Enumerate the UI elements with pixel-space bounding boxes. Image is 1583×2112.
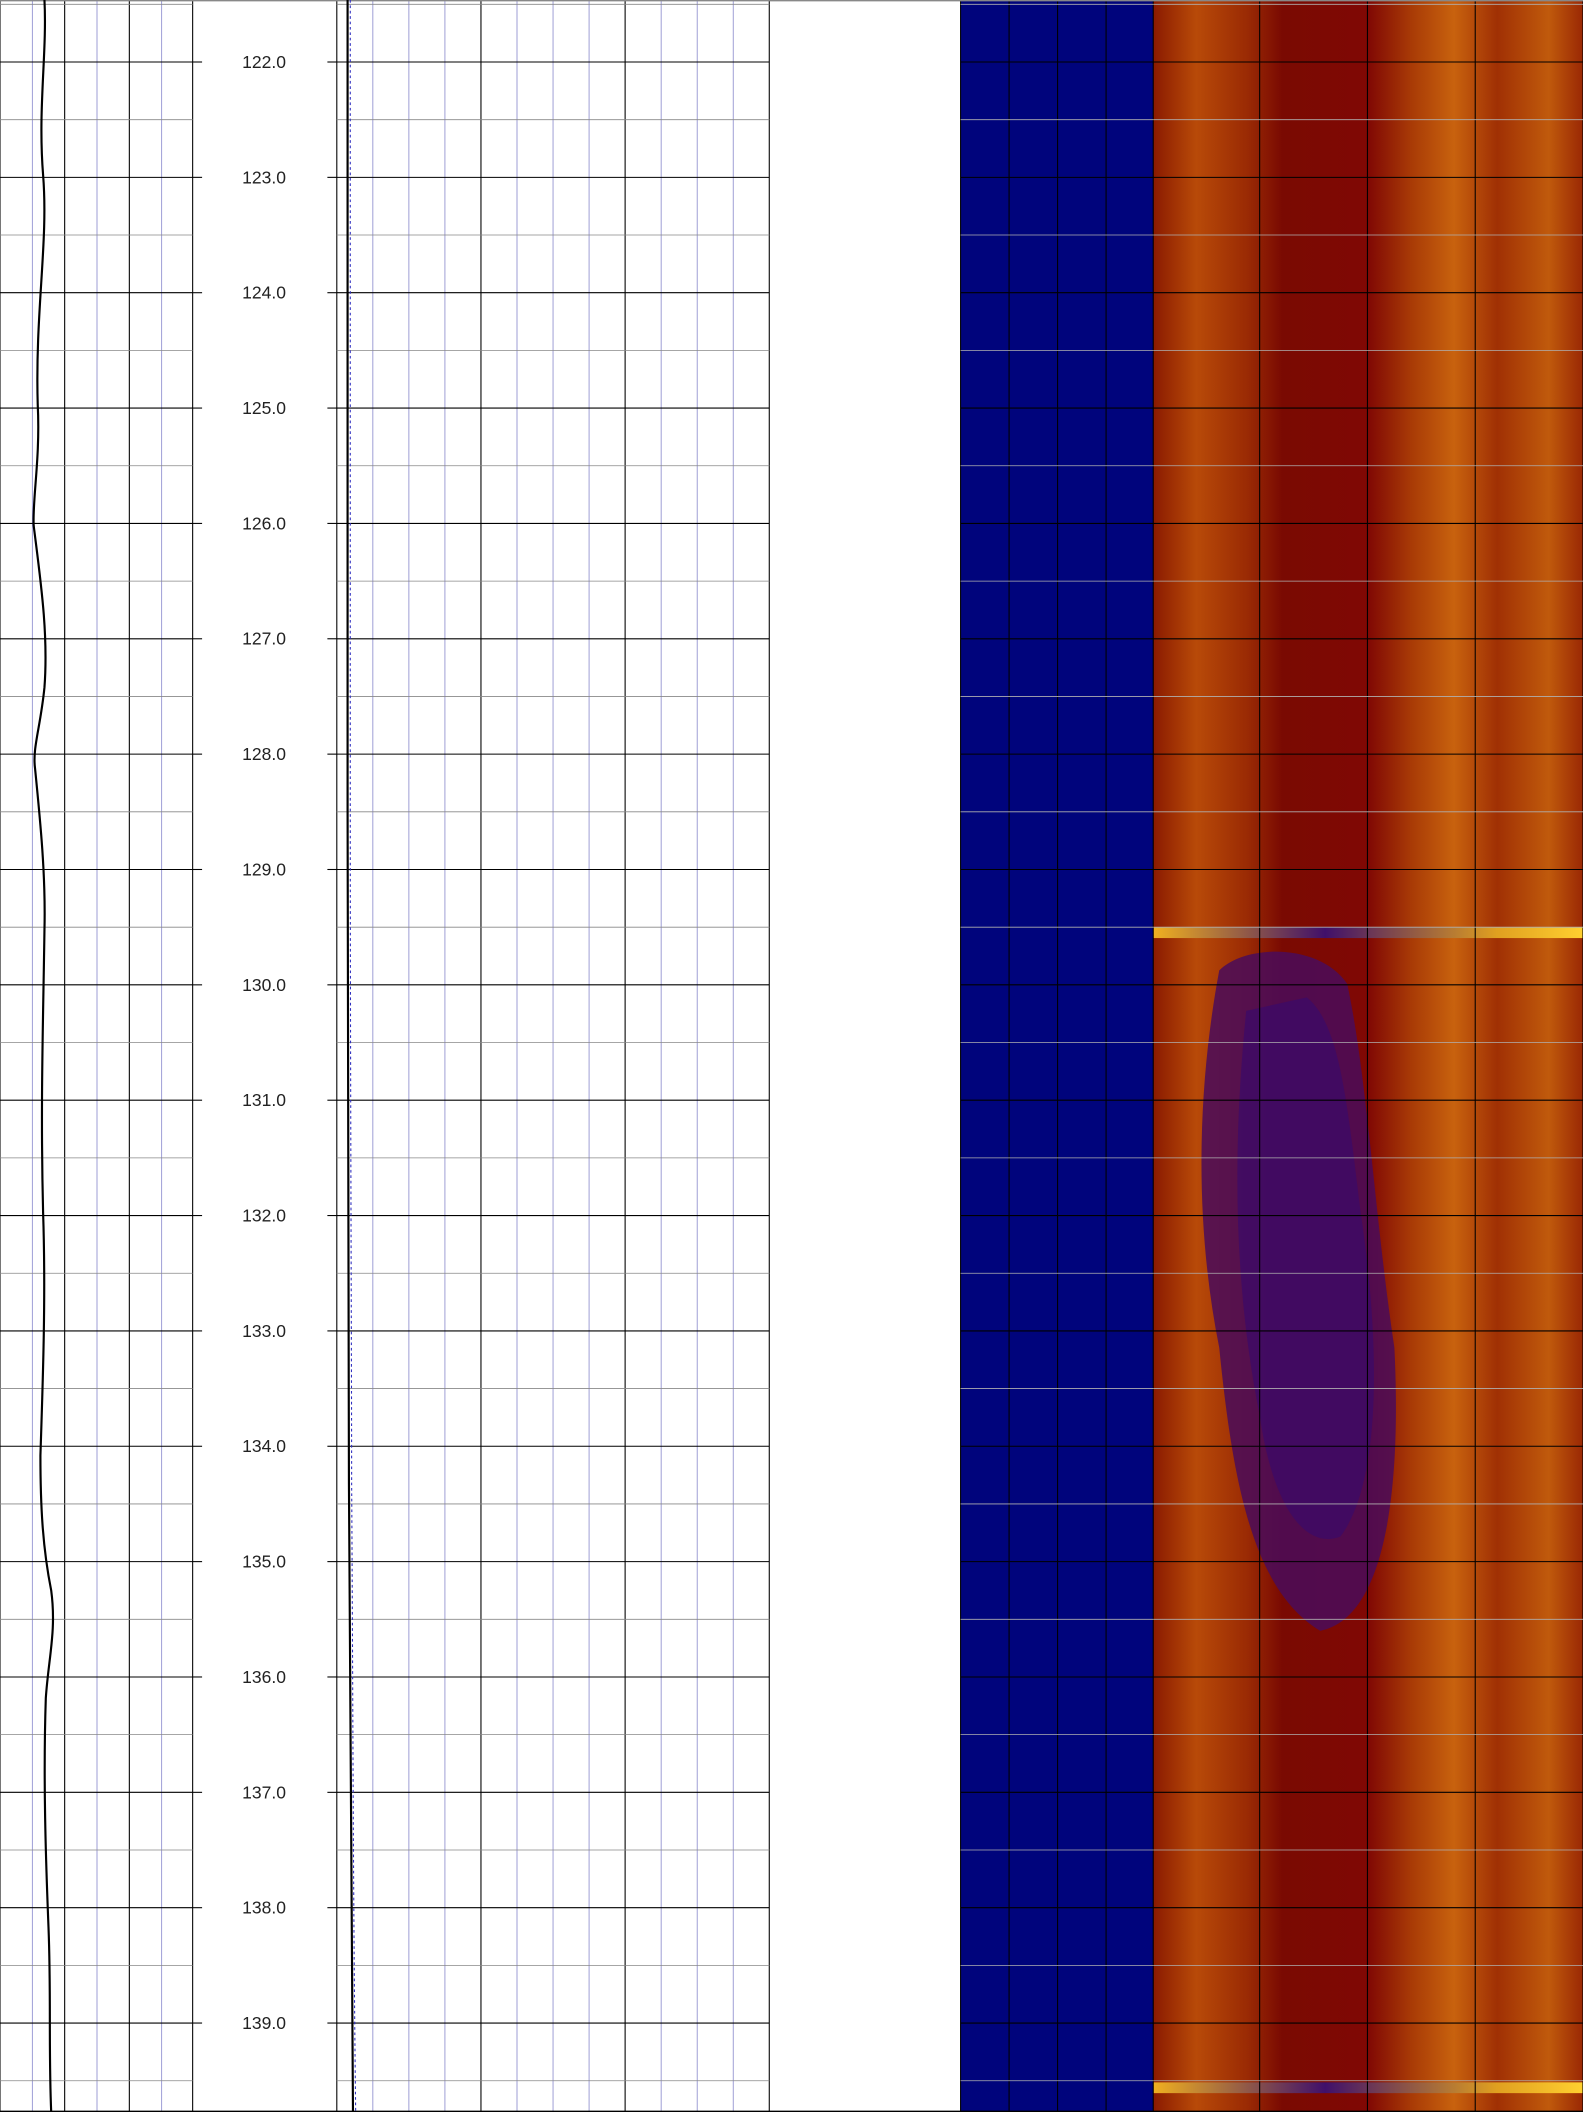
curve-track-1 — [32, 0, 55, 2112]
depth-label: 137.0 — [242, 1782, 286, 1802]
depth-label: 124.0 — [242, 283, 286, 303]
curve-track-2 — [346, 0, 355, 2112]
depth-label: 134.0 — [242, 1436, 286, 1456]
track-backgrounds — [960, 0, 1583, 2112]
depth-label: 136.0 — [242, 1667, 286, 1687]
depth-label: 122.0 — [242, 52, 286, 72]
depth-label: 130.0 — [242, 975, 286, 995]
depth-label: 138.0 — [242, 1898, 286, 1918]
depth-label: 131.0 — [242, 1090, 286, 1110]
depth-label: 127.0 — [242, 629, 286, 649]
depth-label: 129.0 — [242, 859, 286, 879]
depth-label: 123.0 — [242, 167, 286, 187]
image-feature — [1237, 997, 1374, 1540]
depth-label: 133.0 — [242, 1321, 286, 1341]
depth-labels: 122.0 123.0 124.0 125.0 126.0 127.0 128.0 129.0… — [242, 52, 286, 2033]
depth-label: 126.0 — [242, 513, 286, 533]
image-band — [1153, 2082, 1583, 2094]
depth-grid — [0, 3, 1583, 2082]
image-blue — [960, 0, 1154, 2112]
depth-label: 128.0 — [242, 744, 286, 764]
depth-label: 125.0 — [242, 398, 286, 418]
curve-track-2b — [349, 0, 357, 2112]
depth-label: 139.0 — [242, 2013, 286, 2033]
image-band — [1153, 927, 1583, 939]
depth-label: 132.0 — [242, 1206, 286, 1226]
depth-label: 135.0 — [242, 1552, 286, 1572]
